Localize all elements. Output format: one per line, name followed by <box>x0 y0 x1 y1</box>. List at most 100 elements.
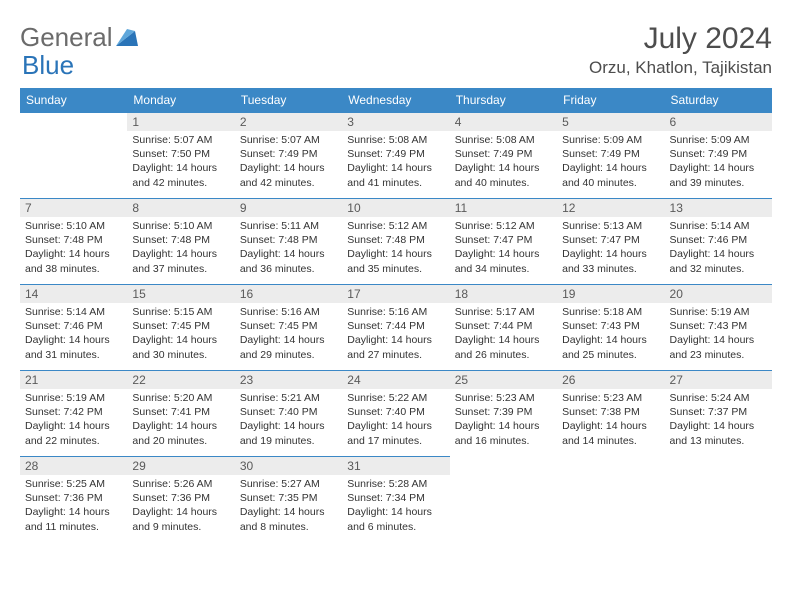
logo-text-blue: Blue <box>22 50 74 81</box>
detail-line: and 42 minutes. <box>240 176 337 190</box>
detail-line: Daylight: 14 hours <box>455 419 552 433</box>
detail-line: Daylight: 14 hours <box>132 333 229 347</box>
detail-line: Sunset: 7:48 PM <box>240 233 337 247</box>
weekday-header: Sunday <box>20 88 127 113</box>
calendar-cell: 27Sunrise: 5:24 AMSunset: 7:37 PMDayligh… <box>665 371 772 457</box>
calendar-cell: 26Sunrise: 5:23 AMSunset: 7:38 PMDayligh… <box>557 371 664 457</box>
detail-line: Sunrise: 5:28 AM <box>347 477 444 491</box>
day-number: 27 <box>665 371 772 389</box>
detail-line: and 40 minutes. <box>455 176 552 190</box>
calendar-cell: 31Sunrise: 5:28 AMSunset: 7:34 PMDayligh… <box>342 457 449 543</box>
day-details: Sunrise: 5:28 AMSunset: 7:34 PMDaylight:… <box>342 475 449 538</box>
detail-line: and 9 minutes. <box>132 520 229 534</box>
detail-line: Sunrise: 5:15 AM <box>132 305 229 319</box>
detail-line: and 19 minutes. <box>240 434 337 448</box>
day-number: 4 <box>450 113 557 131</box>
day-number: 15 <box>127 285 234 303</box>
weekday-header-row: SundayMondayTuesdayWednesdayThursdayFrid… <box>20 88 772 113</box>
detail-line: Daylight: 14 hours <box>670 161 767 175</box>
calendar-week-row: 1Sunrise: 5:07 AMSunset: 7:50 PMDaylight… <box>20 113 772 199</box>
day-details: Sunrise: 5:23 AMSunset: 7:39 PMDaylight:… <box>450 389 557 452</box>
detail-line: Sunset: 7:34 PM <box>347 491 444 505</box>
day-details: Sunrise: 5:10 AMSunset: 7:48 PMDaylight:… <box>127 217 234 280</box>
detail-line: Sunrise: 5:07 AM <box>132 133 229 147</box>
day-details: Sunrise: 5:16 AMSunset: 7:44 PMDaylight:… <box>342 303 449 366</box>
calendar-week-row: 28Sunrise: 5:25 AMSunset: 7:36 PMDayligh… <box>20 457 772 543</box>
detail-line: and 29 minutes. <box>240 348 337 362</box>
detail-line: Sunrise: 5:12 AM <box>347 219 444 233</box>
logo: General <box>20 22 138 53</box>
detail-line: Daylight: 14 hours <box>240 505 337 519</box>
detail-line: Daylight: 14 hours <box>562 247 659 261</box>
detail-line: Sunrise: 5:24 AM <box>670 391 767 405</box>
calendar-cell: 11Sunrise: 5:12 AMSunset: 7:47 PMDayligh… <box>450 199 557 285</box>
calendar-cell: 15 Sunrise: 5:15 AMSunset: 7:45 PMDayligh… <box>127 285 234 371</box>
detail-line: and 41 minutes. <box>347 176 444 190</box>
detail-line: Sunrise: 5:07 AM <box>240 133 337 147</box>
calendar-week-row: 14Sunrise: 5:14 AMSunset: 7:46 PMDayligh… <box>20 285 772 371</box>
detail-line: Sunrise: 5:13 AM <box>562 219 659 233</box>
detail-line: Sunset: 7:45 PM <box>240 319 337 333</box>
detail-line: Sunrise: 5:19 AM <box>670 305 767 319</box>
detail-line: Sunset: 7:45 PM <box>132 319 229 333</box>
detail-line: Daylight: 14 hours <box>132 505 229 519</box>
calendar-cell: 20Sunrise: 5:19 AMSunset: 7:43 PMDayligh… <box>665 285 772 371</box>
day-details: Sunrise: 5:19 AMSunset: 7:42 PMDaylight:… <box>20 389 127 452</box>
detail-line: Sunrise: 5:17 AM <box>455 305 552 319</box>
day-details: Sunrise: 5:10 AMSunset: 7:48 PMDaylight:… <box>20 217 127 280</box>
detail-line: Sunrise: 5:16 AM <box>240 305 337 319</box>
day-number: 25 <box>450 371 557 389</box>
detail-line: Sunset: 7:40 PM <box>240 405 337 419</box>
detail-line: Sunrise: 5:09 AM <box>670 133 767 147</box>
calendar-cell <box>557 457 664 543</box>
detail-line: and 35 minutes. <box>347 262 444 276</box>
detail-line: and 40 minutes. <box>562 176 659 190</box>
calendar-cell: 9Sunrise: 5:11 AMSunset: 7:48 PMDaylight… <box>235 199 342 285</box>
detail-line: Daylight: 14 hours <box>455 161 552 175</box>
detail-line: Daylight: 14 hours <box>562 419 659 433</box>
calendar-cell <box>20 113 127 199</box>
day-number: 13 <box>665 199 772 217</box>
detail-line: and 27 minutes. <box>347 348 444 362</box>
day-number: 17 <box>342 285 449 303</box>
detail-line: and 31 minutes. <box>25 348 122 362</box>
day-number: 3 <box>342 113 449 131</box>
calendar-cell: 22Sunrise: 5:20 AMSunset: 7:41 PMDayligh… <box>127 371 234 457</box>
detail-line: Sunrise: 5:11 AM <box>240 219 337 233</box>
location: Orzu, Khatlon, Tajikistan <box>589 58 772 78</box>
day-number: 14 <box>20 285 127 303</box>
detail-line: Daylight: 14 hours <box>240 419 337 433</box>
detail-line: Sunrise: 5:09 AM <box>562 133 659 147</box>
weekday-header: Friday <box>557 88 664 113</box>
day-number: 21 <box>20 371 127 389</box>
calendar-cell: 13Sunrise: 5:14 AMSunset: 7:46 PMDayligh… <box>665 199 772 285</box>
day-details: Sunrise: 5:18 AMSunset: 7:43 PMDaylight:… <box>557 303 664 366</box>
calendar-cell: 5Sunrise: 5:09 AMSunset: 7:49 PMDaylight… <box>557 113 664 199</box>
detail-line: and 11 minutes. <box>25 520 122 534</box>
day-details: Sunrise: 5:11 AMSunset: 7:48 PMDaylight:… <box>235 217 342 280</box>
calendar-cell: 28Sunrise: 5:25 AMSunset: 7:36 PMDayligh… <box>20 457 127 543</box>
day-details: Sunrise: 5:12 AMSunset: 7:47 PMDaylight:… <box>450 217 557 280</box>
logo-triangle-icon <box>116 22 138 53</box>
day-number: 16 <box>235 285 342 303</box>
calendar-cell: 1Sunrise: 5:07 AMSunset: 7:50 PMDaylight… <box>127 113 234 199</box>
detail-line: Daylight: 14 hours <box>562 333 659 347</box>
detail-line: and 13 minutes. <box>670 434 767 448</box>
detail-line: and 16 minutes. <box>455 434 552 448</box>
detail-line: Sunset: 7:35 PM <box>240 491 337 505</box>
day-number: 7 <box>20 199 127 217</box>
detail-line: Sunset: 7:49 PM <box>562 147 659 161</box>
calendar-cell: 8Sunrise: 5:10 AMSunset: 7:48 PMDaylight… <box>127 199 234 285</box>
detail-line: Sunset: 7:39 PM <box>455 405 552 419</box>
day-details: Sunrise: 5:21 AMSunset: 7:40 PMDaylight:… <box>235 389 342 452</box>
detail-line: and 6 minutes. <box>347 520 444 534</box>
detail-line: Sunset: 7:43 PM <box>562 319 659 333</box>
detail-line: Sunset: 7:44 PM <box>455 319 552 333</box>
day-details: Sunrise: 5:08 AMSunset: 7:49 PMDaylight:… <box>450 131 557 194</box>
detail-line: Daylight: 14 hours <box>132 161 229 175</box>
detail-line: Sunset: 7:36 PM <box>25 491 122 505</box>
day-number: 5 <box>557 113 664 131</box>
detail-line: and 32 minutes. <box>670 262 767 276</box>
detail-line: Daylight: 14 hours <box>670 247 767 261</box>
detail-line: and 38 minutes. <box>25 262 122 276</box>
